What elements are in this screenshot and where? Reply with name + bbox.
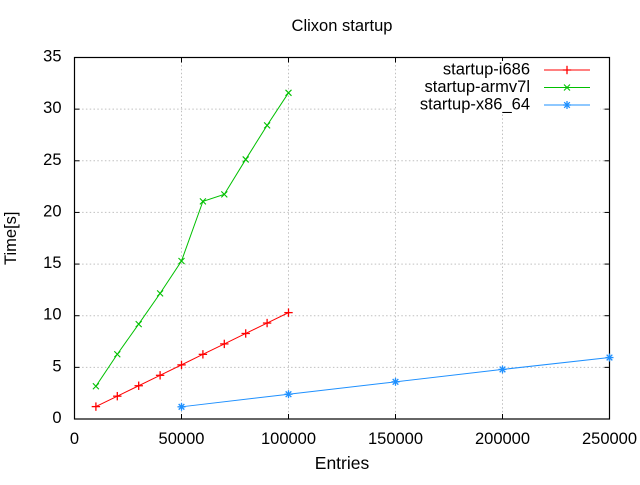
svg-text:Clixon startup: Clixon startup: [292, 17, 393, 35]
svg-text:startup-armv7l: startup-armv7l: [425, 78, 530, 96]
svg-text:5: 5: [52, 357, 61, 375]
svg-text:50000: 50000: [159, 430, 205, 448]
svg-text:Entries: Entries: [315, 453, 370, 473]
svg-text:15: 15: [43, 254, 61, 272]
svg-text:250000: 250000: [582, 430, 637, 448]
svg-text:startup-i686: startup-i686: [443, 61, 530, 79]
svg-text:10: 10: [43, 306, 61, 324]
svg-text:150000: 150000: [368, 430, 423, 448]
svg-text:25: 25: [43, 151, 61, 169]
svg-text:20: 20: [43, 202, 61, 220]
svg-text:startup-x86_64: startup-x86_64: [420, 96, 530, 114]
svg-text:100000: 100000: [261, 430, 316, 448]
svg-text:0: 0: [70, 430, 79, 448]
svg-text:200000: 200000: [475, 430, 530, 448]
svg-text:Time[s]: Time[s]: [2, 212, 20, 265]
svg-text:0: 0: [52, 409, 61, 427]
svg-text:35: 35: [43, 48, 61, 66]
svg-text:30: 30: [43, 99, 61, 117]
